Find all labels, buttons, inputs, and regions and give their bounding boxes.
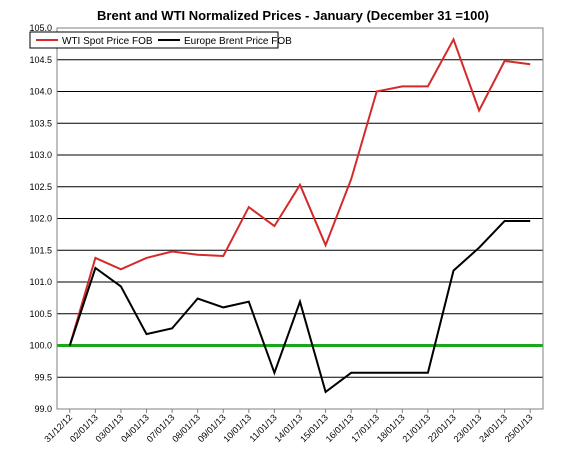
y-tick-label: 105.0 bbox=[29, 23, 52, 33]
y-tick-label: 103.0 bbox=[29, 150, 52, 160]
y-tick-label: 103.5 bbox=[29, 118, 52, 128]
y-tick-label: 101.5 bbox=[29, 245, 52, 255]
y-tick-label: 99.5 bbox=[34, 372, 52, 382]
y-tick-label: 104.0 bbox=[29, 87, 52, 97]
chart-title: Brent and WTI Normalized Prices - Januar… bbox=[97, 8, 489, 23]
y-tick-label: 101.0 bbox=[29, 277, 52, 287]
x-tick-label: 10/01/13 bbox=[221, 412, 253, 444]
legend: WTI Spot Price FOB Europe Brent Price FOB bbox=[29, 31, 292, 49]
y-tick-label: 100.5 bbox=[29, 309, 52, 319]
series-line-1 bbox=[68, 220, 531, 394]
legend-label: WTI Spot Price FOB bbox=[62, 36, 153, 47]
y-tick-label: 99.0 bbox=[34, 404, 52, 414]
series-group bbox=[68, 36, 531, 394]
y-tick-label: 104.5 bbox=[29, 55, 52, 65]
y-tick-label: 102.5 bbox=[29, 182, 52, 192]
x-axis-ticks: 31/12/1202/01/1303/01/1304/01/1307/01/13… bbox=[42, 409, 535, 444]
y-tick-label: 102.0 bbox=[29, 214, 52, 224]
legend-box bbox=[29, 31, 279, 49]
x-tick-label: 25/01/13 bbox=[503, 412, 535, 444]
y-axis-ticks: 99.0 99.5 100.0 100.5 101.0 101.5 102.0 102.5 10… bbox=[29, 23, 52, 414]
y-tick-label: 100.0 bbox=[29, 341, 52, 351]
series-line-0 bbox=[68, 36, 531, 346]
legend-label: Europe Brent Price FOB bbox=[184, 36, 292, 47]
